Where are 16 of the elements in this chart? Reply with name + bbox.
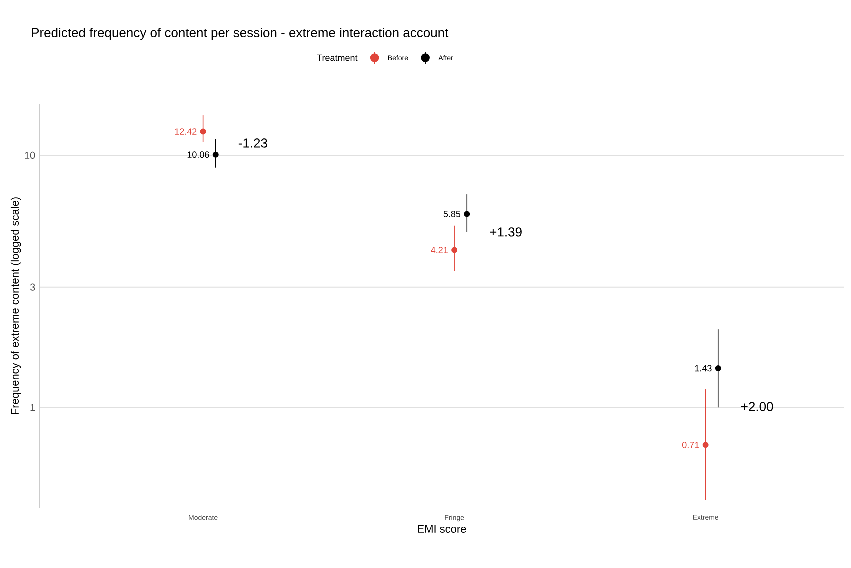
data-label: 12.42	[175, 128, 197, 135]
x-axis-title: EMI score	[418, 525, 466, 533]
data-label: 0.71	[682, 442, 700, 448]
y-tick-label: 10	[25, 152, 36, 160]
annotation: +2.00	[742, 402, 774, 412]
annotation: -1.23	[238, 138, 268, 148]
annotation: +1.39	[490, 228, 522, 237]
data-label: 1.43	[695, 365, 712, 372]
data-label: 5.85	[444, 211, 461, 218]
legend-title: Treatment	[317, 54, 358, 62]
y-tick-label: 3	[30, 284, 36, 291]
data-label: 4.21	[431, 247, 448, 254]
chart-title: Predicted frequency of content per session - extreme interaction account	[32, 28, 449, 40]
data-label: 10.06	[188, 152, 210, 158]
y-tick-label: 1	[30, 404, 36, 412]
y-axis-title: Frequency of extreme content (logged scale)	[10, 198, 22, 414]
